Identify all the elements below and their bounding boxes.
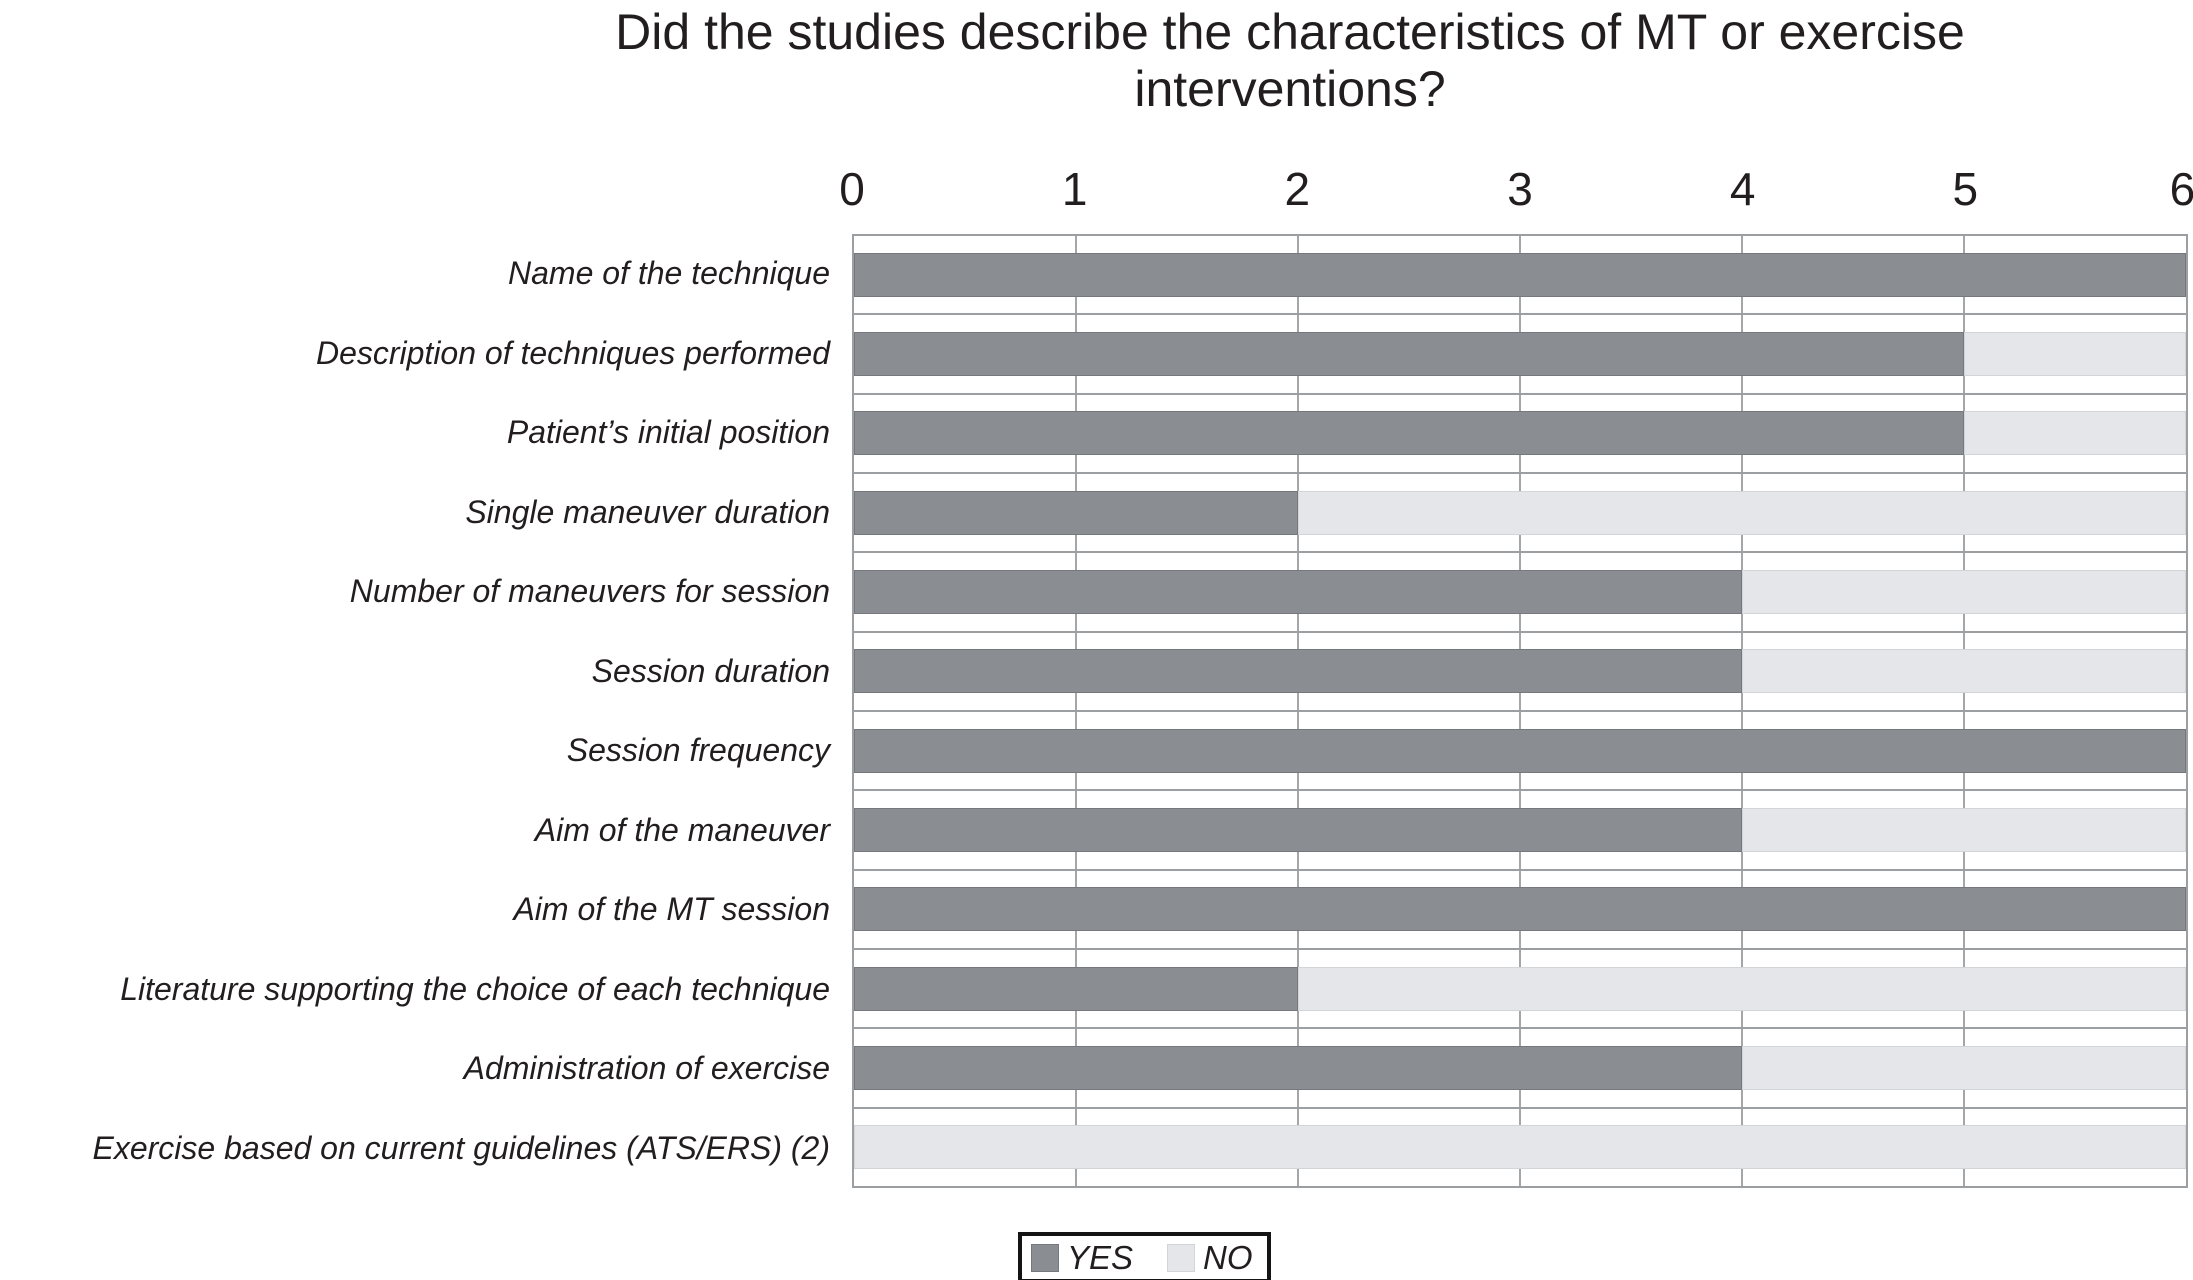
stacked-bar: [854, 331, 2186, 376]
bar-segment-no: [1298, 966, 2186, 1011]
bar-segment-yes: [854, 1045, 1742, 1090]
chart-title: Did the studies describe the characteris…: [470, 4, 2110, 118]
bar-segment-no: [1742, 1045, 2186, 1090]
bar-row: [854, 712, 2186, 792]
category-label: Description of techniques performed: [315, 334, 830, 371]
bar-row: [854, 871, 2186, 950]
stacked-bar: [854, 1045, 2186, 1090]
x-tick-label: 2: [1284, 163, 1311, 215]
bar-segment-yes: [854, 728, 2186, 773]
stacked-bar: [854, 807, 2186, 852]
bar-row: [854, 633, 2186, 712]
bar-segment-yes: [854, 966, 1298, 1011]
bar-row: [854, 395, 2186, 474]
stacked-bar: [854, 887, 2186, 932]
bar-segment-no: [1742, 649, 2186, 694]
category-axis: Name of the technique Description of tech…: [0, 234, 840, 1188]
x-axis: 0 1 2 3 4 5 6: [839, 163, 2193, 215]
bar-segment-no: [1742, 807, 2186, 852]
stacked-bar: [854, 649, 2186, 694]
bar-row: [854, 236, 2186, 316]
legend-no-swatch: [1167, 1243, 1196, 1272]
stacked-bar: [854, 569, 2186, 614]
stacked-bar: [854, 490, 2186, 535]
category-label: Single maneuver duration: [465, 493, 830, 530]
category-label: Patient’s initial position: [506, 414, 830, 451]
category-label: Administration of exercise: [463, 1050, 830, 1087]
bar-row: [854, 553, 2186, 633]
plot-area: [852, 234, 2188, 1188]
stacked-bar: [854, 728, 2186, 773]
stacked-bar: [854, 411, 2186, 456]
bar-segment-no: [1298, 490, 2186, 535]
category-label: Aim of the maneuver: [534, 811, 830, 848]
legend-no-label: NO: [1203, 1239, 1253, 1276]
bar-segment-no: [1742, 569, 2186, 614]
stacked-bar: [854, 1125, 2186, 1170]
x-tick-label: 5: [1952, 163, 1979, 215]
bar-row: [854, 1029, 2186, 1109]
bar-segment-yes: [854, 331, 1964, 376]
legend: YES NO: [1018, 1232, 1271, 1280]
x-tick-label: 4: [1729, 163, 1756, 215]
stacked-bar: [854, 966, 2186, 1011]
bar-row: [854, 474, 2186, 554]
chart-title-line-1: Did the studies describe the characteris…: [615, 4, 1965, 60]
bar-row: [854, 950, 2186, 1030]
x-tick-label: 6: [2169, 163, 2193, 215]
bar-segment-no: [1964, 331, 2186, 376]
bar-row: [854, 315, 2186, 395]
bars: [854, 236, 2186, 1186]
bar-segment-yes: [854, 807, 1742, 852]
bar-segment-no: [1964, 411, 2186, 456]
legend-yes-label: YES: [1067, 1239, 1134, 1276]
x-tick-label: 3: [1507, 163, 1533, 215]
category-label: Session frequency: [566, 732, 830, 769]
bar-segment-yes: [854, 490, 1298, 535]
x-tick-label: 1: [1061, 163, 1088, 215]
legend-yes-swatch: [1031, 1243, 1059, 1272]
bar-row: [854, 1109, 2186, 1186]
category-label: Literature supporting the choice of each…: [120, 970, 830, 1007]
bar-row: [854, 791, 2186, 871]
category-label: Exercise based on current guidelines (AT…: [92, 1129, 831, 1166]
category-label: Session duration: [591, 652, 830, 689]
stacked-bar: [854, 252, 2186, 297]
category-label: Number of maneuvers for session: [349, 573, 830, 610]
category-label: Name of the technique: [508, 255, 830, 292]
category-label: Aim of the MT session: [513, 891, 830, 928]
bar-segment-yes: [854, 569, 1742, 614]
bar-segment-yes: [854, 411, 1964, 456]
bar-segment-yes: [854, 887, 2186, 932]
bar-segment-no: [854, 1125, 2186, 1170]
chart-title-line-2: interventions?: [1134, 61, 1446, 117]
x-tick-label: 0: [839, 163, 865, 215]
bar-segment-yes: [854, 649, 1742, 694]
bar-segment-yes: [854, 252, 2186, 297]
